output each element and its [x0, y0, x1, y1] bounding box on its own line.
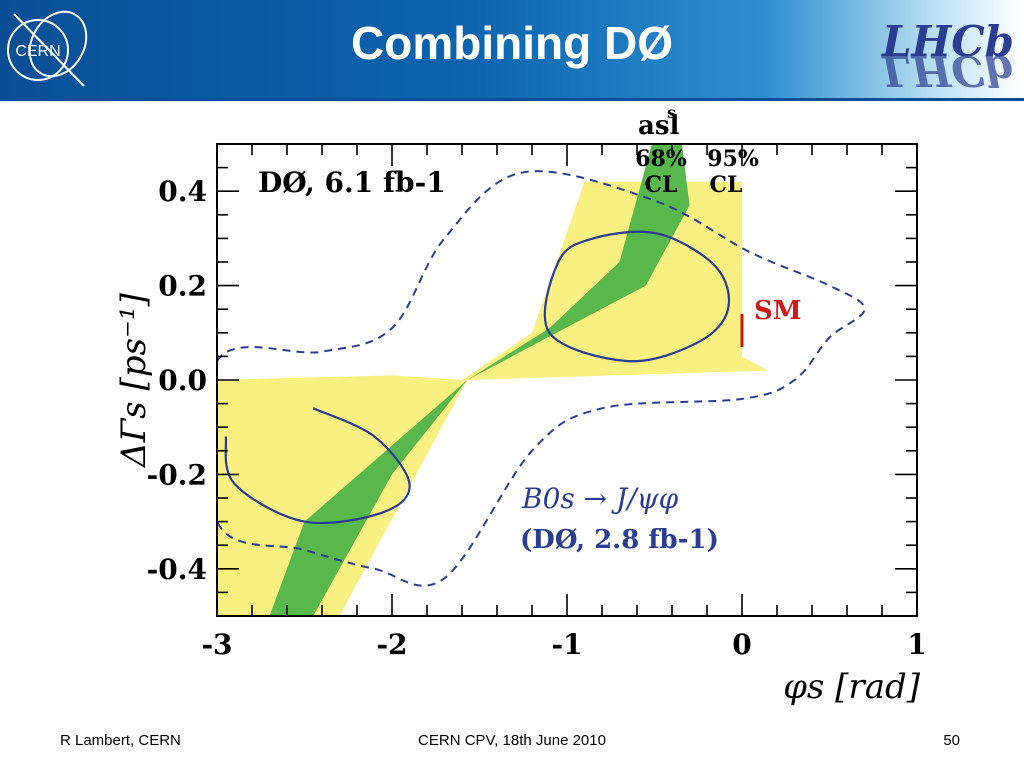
- x-tick-label: -2: [376, 628, 407, 661]
- y-tick-label: 0.4: [158, 175, 207, 208]
- asl-superscript: s: [667, 103, 676, 122]
- dataset-label: DØ, 6.1 fb-1: [258, 166, 446, 199]
- cl68-cl-label: CL: [645, 172, 678, 198]
- jpsiphi-dataset-label: (DØ, 2.8 fb-1): [520, 525, 719, 555]
- x-tick-label: -3: [201, 628, 232, 661]
- lhcb-logo-text: LHCb: [881, 17, 1014, 66]
- lhcb-logo-reflection: LHCb: [881, 46, 1014, 95]
- header-band: [0, 98, 1024, 101]
- lhcb-logo: LHCb LHCb: [881, 17, 1014, 95]
- cern-logo: CERN: [7, 10, 88, 87]
- page-title: Combining DØ: [351, 17, 673, 69]
- footer-author: R Lambert, CERN: [60, 732, 181, 749]
- cl95-cl-label: CL: [710, 172, 743, 198]
- footer-event: CERN CPV, 18th June 2010: [418, 732, 606, 749]
- contour-68-upper: [543, 230, 731, 363]
- sm-label: SM: [754, 296, 802, 326]
- x-tick-label: 1: [907, 628, 926, 661]
- cl95-label: 95%: [707, 146, 759, 172]
- cern-logo-text: CERN: [15, 43, 60, 60]
- y-tick-label: -0.4: [147, 553, 207, 586]
- footer-page-number: 50: [943, 732, 960, 749]
- jpsiphi-label: B0s → J/ψφ: [521, 482, 679, 515]
- cl68-label: 68%: [635, 146, 687, 172]
- y-axis-label: ΔΓs [ps⁻¹]: [114, 292, 154, 468]
- slide-header: [0, 0, 1024, 100]
- x-tick-label: 0: [732, 628, 751, 661]
- x-axis-label: φs [rad]: [783, 667, 921, 707]
- asl-label: asl: [638, 111, 679, 141]
- axis-ticks: [216, 143, 918, 617]
- y-tick-label: 0.2: [158, 270, 207, 303]
- contour-95-jpsiphi: [217, 170, 866, 587]
- contour-68-lower: [224, 407, 411, 525]
- contour-chart: -3 -2 -1 0 1 0.4 0.2 0.0 -0.2 -0.4 φs [rad] ΔΓs …: [114, 103, 927, 707]
- x-tick-label: -1: [551, 628, 582, 661]
- y-tick-label: -0.2: [147, 458, 207, 491]
- asl-band-68: [269, 144, 690, 616]
- y-tick-label: 0.0: [158, 364, 207, 397]
